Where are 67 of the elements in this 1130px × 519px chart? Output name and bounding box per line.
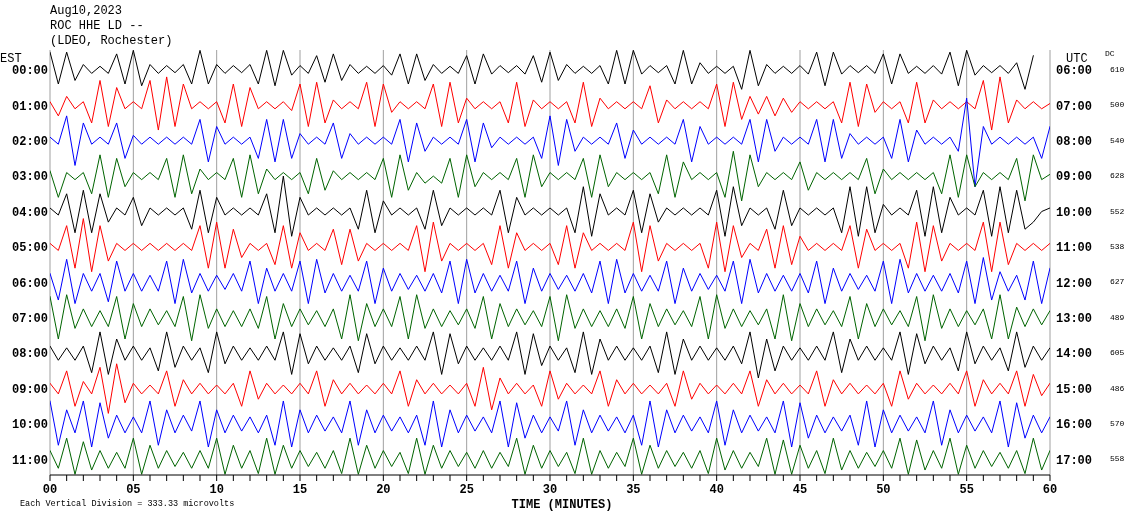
text: 538 xyxy=(1110,240,1125,253)
text: 486 xyxy=(1110,382,1125,395)
x-tick-label: 15 xyxy=(292,482,308,497)
line-series xyxy=(50,218,1050,273)
y2-axis-title: UTC xyxy=(1066,52,1088,66)
line-series xyxy=(50,400,1050,448)
y-tick-label: 11:00 xyxy=(11,453,48,468)
line-series xyxy=(50,175,1050,237)
x-tick-label: 10 xyxy=(209,482,224,497)
y2-tick-label: 08:00 xyxy=(1056,134,1093,149)
text: 500 xyxy=(1110,99,1125,112)
y-tick-label: 04:00 xyxy=(11,205,48,220)
text: 540 xyxy=(1110,134,1125,147)
x-tick-label: 30 xyxy=(542,482,558,497)
y-tick-label: 00:00 xyxy=(11,64,48,79)
y-tick-label: 05:00 xyxy=(11,241,48,256)
y2-tick-label: 16:00 xyxy=(1056,418,1093,433)
y2-tick-label: 14:00 xyxy=(1056,347,1093,362)
x-tick-label: 45 xyxy=(792,482,808,497)
y2-tick-label: 15:00 xyxy=(1056,382,1093,397)
text: 610 xyxy=(1110,63,1125,76)
text: 628 xyxy=(1110,170,1125,183)
y2-tick-label: 06:00 xyxy=(1056,64,1093,79)
y-axis-title: EST xyxy=(0,52,22,66)
x-tick-label: 40 xyxy=(709,482,724,497)
y2-tick-label: 07:00 xyxy=(1056,99,1093,114)
x-tick-label: 00 xyxy=(42,482,58,497)
x-tick-label: 35 xyxy=(626,482,641,497)
y-tick-label: 07:00 xyxy=(11,312,48,327)
y2-tick-label: 12:00 xyxy=(1056,276,1093,291)
line-series xyxy=(50,294,1050,342)
chart-title: Aug10,2023 xyxy=(50,4,123,19)
line-series xyxy=(50,363,1050,414)
y2-tick-label: 10:00 xyxy=(1056,205,1093,220)
line-series xyxy=(50,76,1050,131)
text: 558 xyxy=(1110,453,1125,466)
line-series xyxy=(50,150,1050,202)
text: 489 xyxy=(1110,311,1125,324)
line-series xyxy=(50,331,1050,379)
text: Each Vertical Division = 333.33 microvolts xyxy=(20,499,235,510)
x-tick-label: 55 xyxy=(959,482,974,497)
text: 552 xyxy=(1110,205,1125,218)
text: 605 xyxy=(1110,347,1125,360)
y-tick-label: 03:00 xyxy=(11,170,48,185)
text: 570 xyxy=(1110,418,1125,430)
x-tick-label: 50 xyxy=(876,482,891,497)
x-tick-label: 05 xyxy=(126,482,141,497)
x-tick-label: 20 xyxy=(376,482,391,497)
y2-tick-label: 09:00 xyxy=(1056,170,1093,185)
text: 627 xyxy=(1110,276,1125,289)
y-tick-label: 10:00 xyxy=(11,418,48,433)
y-tick-label: 08:00 xyxy=(11,347,48,362)
chart-subtitle: ROC HHE LD -- (LDEO, Rochester) xyxy=(50,19,173,49)
y-tick-label: 02:00 xyxy=(11,134,48,149)
x-tick-label: 60 xyxy=(1042,482,1058,497)
text: DC xyxy=(1105,48,1115,60)
y-tick-label: 06:00 xyxy=(11,276,48,291)
line-series xyxy=(50,257,1050,305)
y2-tick-label: 17:00 xyxy=(1056,453,1093,468)
y-tick-label: 09:00 xyxy=(11,382,48,397)
y2-tick-label: 11:00 xyxy=(1056,241,1093,256)
x-axis-title: TIME (MINUTES) xyxy=(511,498,613,512)
x-tick-label: 25 xyxy=(459,482,474,497)
line-series xyxy=(50,97,1050,188)
y2-tick-label: 13:00 xyxy=(1056,312,1093,327)
y-tick-label: 01:00 xyxy=(11,99,48,114)
line-series xyxy=(50,50,1034,90)
